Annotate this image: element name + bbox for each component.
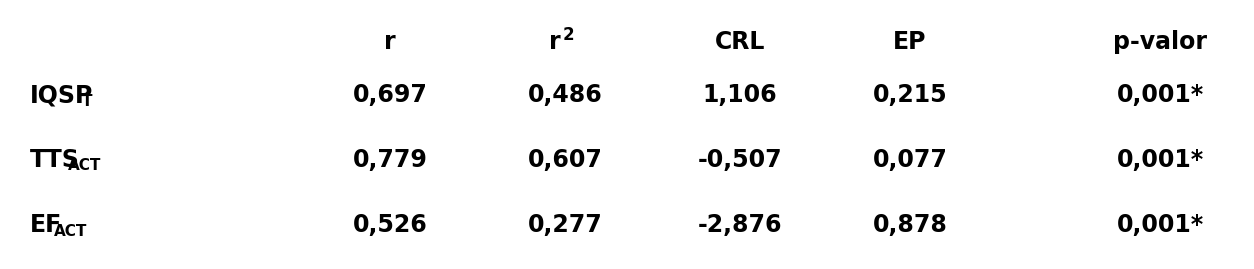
Text: TTS: TTS	[30, 148, 80, 172]
Text: 0,526: 0,526	[352, 213, 428, 237]
Text: CRL: CRL	[715, 30, 765, 54]
Text: 0,607: 0,607	[528, 148, 602, 172]
Text: 0,277: 0,277	[528, 213, 602, 237]
Text: r: r	[549, 30, 561, 54]
Text: EP: EP	[893, 30, 927, 54]
Text: 0,697: 0,697	[352, 83, 428, 107]
Text: 0,001*: 0,001*	[1116, 148, 1204, 172]
Text: 0,001*: 0,001*	[1116, 213, 1204, 237]
Text: 0,077: 0,077	[873, 148, 948, 172]
Text: 0,878: 0,878	[873, 213, 948, 237]
Text: r: r	[384, 30, 396, 54]
Text: 2: 2	[563, 26, 574, 44]
Text: IQSP: IQSP	[30, 83, 93, 107]
Text: 1,106: 1,106	[702, 83, 777, 107]
Text: 0,215: 0,215	[873, 83, 947, 107]
Text: -0,507: -0,507	[697, 148, 782, 172]
Text: 0,001*: 0,001*	[1116, 83, 1204, 107]
Text: ACT: ACT	[68, 158, 102, 174]
Text: 0,779: 0,779	[352, 148, 428, 172]
Text: 0,486: 0,486	[528, 83, 602, 107]
Text: -2,876: -2,876	[697, 213, 782, 237]
Text: ACT: ACT	[54, 224, 88, 239]
Text: EF: EF	[30, 213, 63, 237]
Text: p-valor: p-valor	[1114, 30, 1208, 54]
Text: T: T	[82, 94, 93, 108]
